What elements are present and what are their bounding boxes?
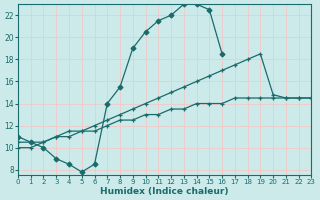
X-axis label: Humidex (Indice chaleur): Humidex (Indice chaleur)	[100, 187, 229, 196]
